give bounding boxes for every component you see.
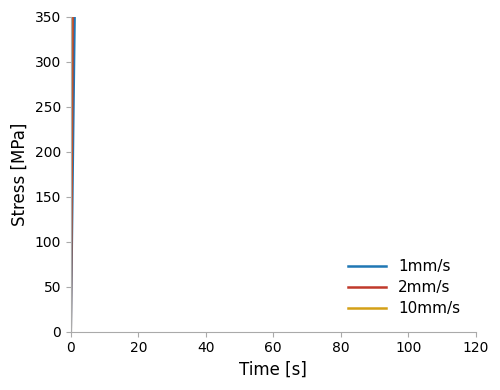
2mm/s (68, 329, 74, 334)
Legend: 1mm/s, 2mm/s, 10mm/s: 1mm/s, 2mm/s, 10mm/s (340, 252, 468, 324)
Line: 10mm/s: 10mm/s (71, 0, 475, 332)
Y-axis label: Stress [MPa]: Stress [MPa] (11, 122, 29, 226)
Line: 2mm/s: 2mm/s (71, 0, 475, 332)
X-axis label: Time [s]: Time [s] (240, 361, 307, 379)
1mm/s (68, 329, 74, 334)
Line: 1mm/s: 1mm/s (71, 0, 475, 332)
10mm/s (68, 329, 74, 334)
